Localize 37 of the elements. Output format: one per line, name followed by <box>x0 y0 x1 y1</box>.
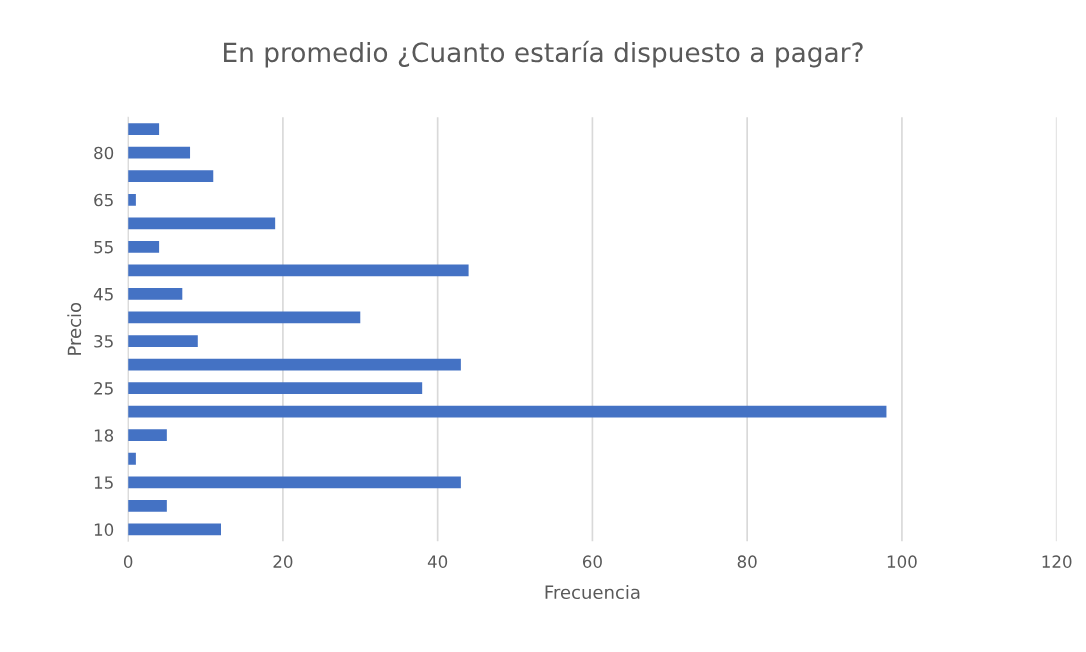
y-tick-label: 10 <box>94 523 114 536</box>
bar <box>128 405 887 418</box>
x-tick-label: 100 <box>887 555 917 568</box>
bar <box>128 358 461 371</box>
y-tick-label: 65 <box>94 193 113 207</box>
bar <box>128 476 461 489</box>
bar <box>128 146 191 159</box>
bar <box>128 170 214 183</box>
bar <box>128 335 198 347</box>
x-tick-label: 40 <box>427 555 448 568</box>
bar <box>128 452 136 465</box>
bar <box>128 311 361 324</box>
x-tick-label: 60 <box>582 555 602 568</box>
y-tick-label: 45 <box>93 288 113 301</box>
y-tick-label: 18 <box>94 429 114 442</box>
x-axis-title: Frecuencia <box>545 585 640 600</box>
y-tick-label: 25 <box>94 382 113 395</box>
y-tick-label: 35 <box>94 334 113 348</box>
bar <box>128 123 160 136</box>
bar <box>128 523 221 536</box>
bar <box>128 288 183 300</box>
bar <box>128 382 423 395</box>
bar <box>128 429 167 442</box>
y-axis-title: Precio <box>67 302 82 355</box>
bar <box>128 193 136 206</box>
x-tick-label: 0 <box>123 555 133 568</box>
x-tick-label: 80 <box>737 555 757 568</box>
bar <box>128 499 167 512</box>
bar <box>128 217 276 230</box>
x-tick-label: 120 <box>1042 555 1072 568</box>
chart-title: En promedio ¿Cuanto estaría dispuesto a pagar? <box>224 40 863 68</box>
bar <box>128 264 469 277</box>
y-tick-label: 15 <box>94 476 113 489</box>
bar <box>128 240 160 253</box>
x-tick-label: 20 <box>273 555 293 568</box>
y-tick-label: 55 <box>94 241 113 254</box>
y-tick-label: 80 <box>94 146 114 160</box>
